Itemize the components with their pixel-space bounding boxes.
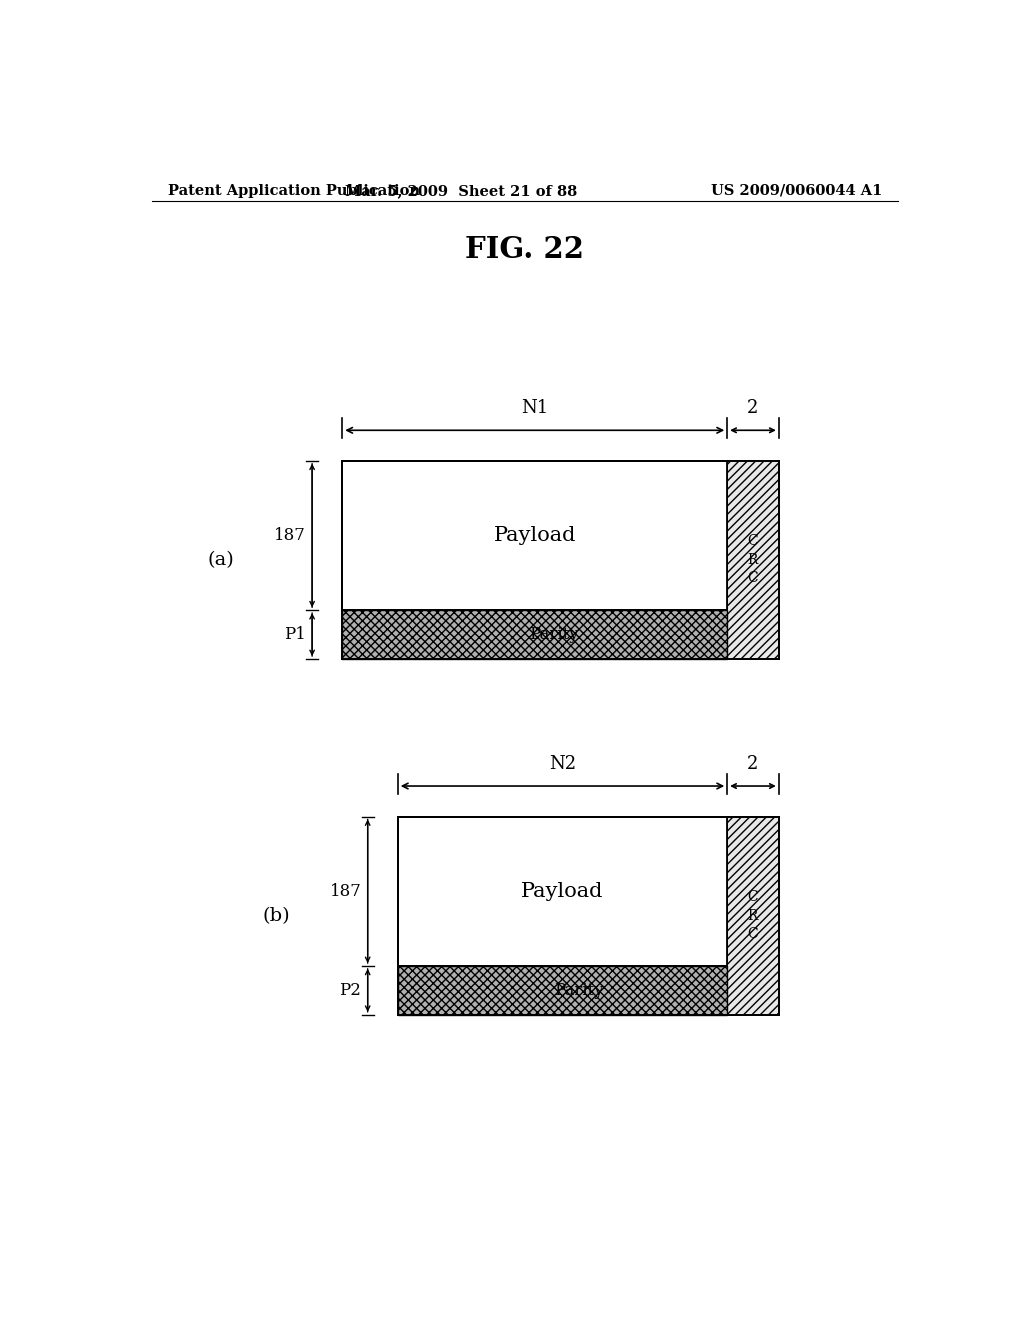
Text: Payload: Payload — [521, 882, 604, 900]
Text: N1: N1 — [521, 399, 548, 417]
Text: 187: 187 — [330, 883, 361, 900]
Text: Parity: Parity — [529, 626, 579, 643]
Text: (b): (b) — [263, 907, 291, 924]
Text: P1: P1 — [284, 626, 306, 643]
Bar — [342, 610, 727, 659]
Text: Payload: Payload — [494, 525, 575, 545]
Text: C
R
C: C R C — [748, 535, 759, 585]
Text: 187: 187 — [273, 527, 306, 544]
Text: (a): (a) — [207, 550, 234, 569]
Text: P2: P2 — [339, 982, 361, 999]
Text: Parity: Parity — [554, 982, 604, 999]
Bar — [342, 461, 727, 610]
Text: FIG. 22: FIG. 22 — [465, 235, 585, 264]
Bar — [397, 817, 727, 966]
Text: Patent Application Publication: Patent Application Publication — [168, 183, 420, 198]
Bar — [727, 817, 779, 1015]
Text: 2: 2 — [748, 755, 759, 772]
Text: US 2009/0060044 A1: US 2009/0060044 A1 — [711, 183, 882, 198]
Bar — [727, 461, 779, 659]
Bar — [397, 966, 727, 1015]
Text: 2: 2 — [748, 399, 759, 417]
Text: C
R
C: C R C — [748, 890, 759, 941]
Text: Mar. 5, 2009  Sheet 21 of 88: Mar. 5, 2009 Sheet 21 of 88 — [345, 183, 578, 198]
Text: N2: N2 — [549, 755, 577, 772]
